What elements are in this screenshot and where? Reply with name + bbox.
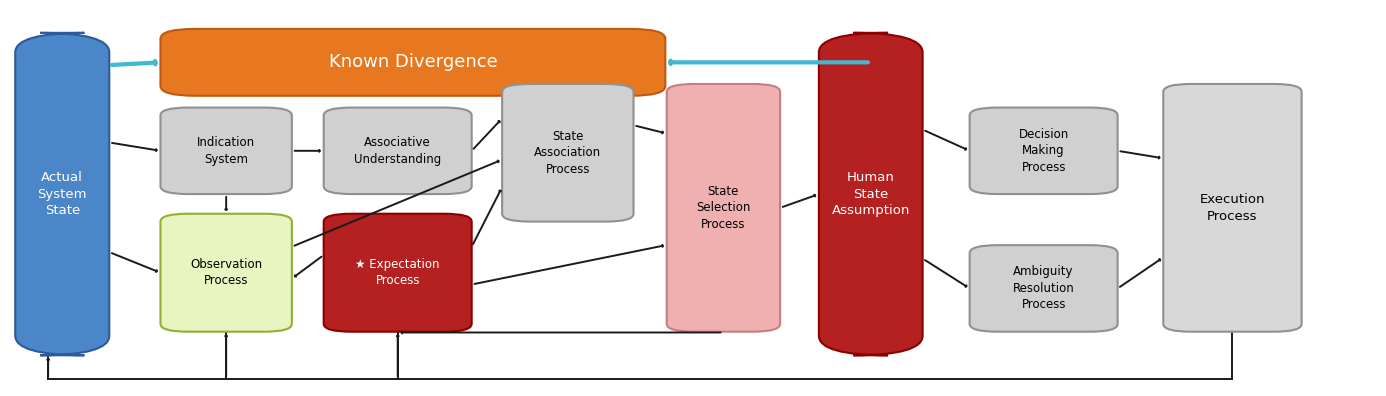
Text: Associative
Understanding: Associative Understanding <box>353 136 441 166</box>
Text: Decision
Making
Process: Decision Making Process <box>1019 128 1069 174</box>
Text: Actual
System
State: Actual System State <box>37 171 87 217</box>
FancyBboxPatch shape <box>161 29 665 96</box>
Text: Ambiguity
Resolution
Process: Ambiguity Resolution Process <box>1013 265 1074 311</box>
Text: ★ Expectation
Process: ★ Expectation Process <box>355 258 439 287</box>
Text: Known Divergence: Known Divergence <box>328 53 498 71</box>
Text: State
Selection
Process: State Selection Process <box>696 185 751 231</box>
FancyBboxPatch shape <box>161 108 292 194</box>
FancyBboxPatch shape <box>819 33 923 355</box>
FancyBboxPatch shape <box>1163 84 1301 332</box>
FancyBboxPatch shape <box>324 108 471 194</box>
Text: State
Association
Process: State Association Process <box>534 130 602 176</box>
Text: Indication
System: Indication System <box>197 136 255 166</box>
FancyBboxPatch shape <box>970 245 1117 332</box>
Text: Human
State
Assumption: Human State Assumption <box>832 171 911 217</box>
FancyBboxPatch shape <box>324 214 471 332</box>
Text: Execution
Process: Execution Process <box>1200 193 1265 223</box>
FancyBboxPatch shape <box>667 84 780 332</box>
Text: Observation
Process: Observation Process <box>190 258 262 287</box>
FancyBboxPatch shape <box>161 214 292 332</box>
FancyBboxPatch shape <box>970 108 1117 194</box>
FancyBboxPatch shape <box>15 33 109 355</box>
FancyBboxPatch shape <box>502 84 633 222</box>
